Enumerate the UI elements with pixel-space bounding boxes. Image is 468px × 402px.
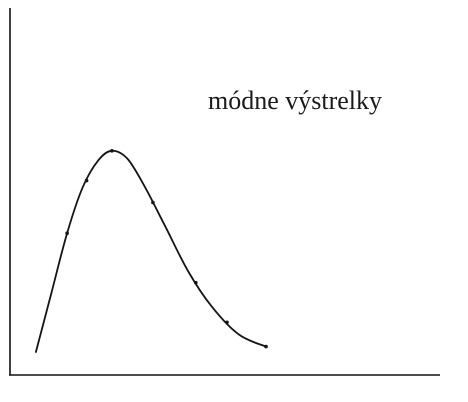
curve-point-4: [151, 200, 155, 205]
curve-annotation: módne výstrelky: [208, 86, 382, 115]
series-line: [35, 149, 267, 353]
axes: [9, 8, 440, 376]
curve-point-7: [264, 344, 268, 349]
series-markers: [65, 149, 268, 349]
curve-point-3: [110, 149, 114, 153]
curve-point-6: [225, 320, 229, 325]
curve-point-2: [84, 178, 89, 183]
curve-point-5: [194, 280, 198, 285]
curve-point-1: [65, 231, 69, 235]
